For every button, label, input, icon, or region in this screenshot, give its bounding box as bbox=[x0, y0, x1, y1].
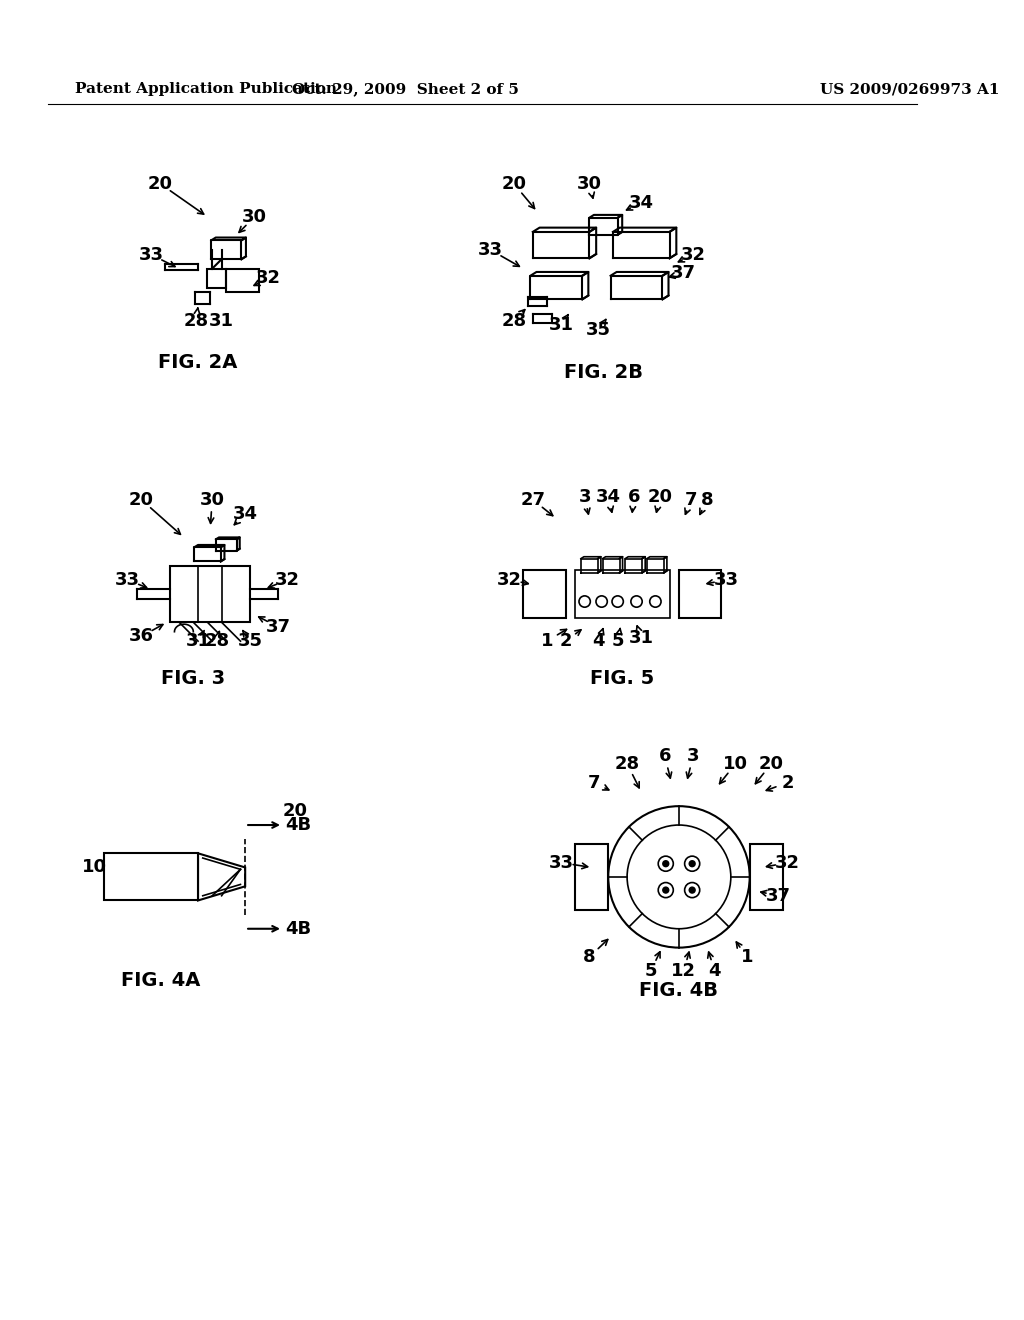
Text: 3: 3 bbox=[687, 747, 699, 766]
Text: 5: 5 bbox=[644, 962, 657, 981]
Text: 37: 37 bbox=[671, 264, 696, 282]
Text: 3: 3 bbox=[579, 488, 591, 506]
Text: 7: 7 bbox=[685, 491, 697, 508]
Text: FIG. 2B: FIG. 2B bbox=[564, 363, 643, 381]
Text: 32: 32 bbox=[681, 246, 706, 264]
Text: 1: 1 bbox=[740, 948, 753, 966]
Text: 33: 33 bbox=[714, 570, 738, 589]
Text: 30: 30 bbox=[200, 491, 224, 508]
Text: 35: 35 bbox=[587, 321, 611, 339]
Text: 7: 7 bbox=[588, 774, 600, 792]
Text: 33: 33 bbox=[115, 570, 140, 589]
Text: 31: 31 bbox=[549, 317, 573, 334]
Text: 4B: 4B bbox=[285, 920, 311, 937]
Text: 31: 31 bbox=[629, 630, 653, 647]
Text: 8: 8 bbox=[701, 491, 714, 508]
Text: 28: 28 bbox=[502, 312, 526, 330]
Text: 33: 33 bbox=[138, 246, 164, 264]
Text: 28: 28 bbox=[205, 632, 229, 651]
Text: 8: 8 bbox=[583, 948, 596, 966]
Text: 33: 33 bbox=[478, 240, 503, 259]
Text: 5: 5 bbox=[611, 632, 624, 651]
Text: 2: 2 bbox=[559, 632, 572, 651]
Text: 28: 28 bbox=[183, 312, 209, 330]
Text: 10: 10 bbox=[723, 755, 749, 772]
Text: 30: 30 bbox=[577, 174, 602, 193]
Text: 10: 10 bbox=[82, 858, 106, 876]
Text: FIG. 2A: FIG. 2A bbox=[159, 354, 238, 372]
Text: 20: 20 bbox=[647, 488, 673, 506]
Text: 2: 2 bbox=[781, 774, 794, 792]
Text: 4: 4 bbox=[709, 962, 721, 981]
Text: 20: 20 bbox=[283, 801, 308, 820]
Text: 27: 27 bbox=[520, 491, 546, 508]
Text: 4B: 4B bbox=[285, 816, 311, 834]
Text: 34: 34 bbox=[629, 194, 653, 211]
Text: US 2009/0269973 A1: US 2009/0269973 A1 bbox=[820, 82, 999, 96]
Text: Patent Application Publication: Patent Application Publication bbox=[76, 82, 338, 96]
Text: 33: 33 bbox=[549, 854, 573, 871]
Text: 6: 6 bbox=[628, 488, 640, 506]
Text: 37: 37 bbox=[265, 618, 291, 636]
Text: 6: 6 bbox=[658, 747, 671, 766]
Text: 35: 35 bbox=[238, 632, 262, 651]
Circle shape bbox=[689, 887, 695, 892]
Text: 32: 32 bbox=[275, 570, 300, 589]
Text: 34: 34 bbox=[232, 504, 258, 523]
Text: FIG. 4B: FIG. 4B bbox=[639, 981, 719, 999]
Text: FIG. 5: FIG. 5 bbox=[590, 669, 654, 688]
Text: 37: 37 bbox=[766, 887, 791, 904]
Text: 20: 20 bbox=[147, 174, 173, 193]
Text: 32: 32 bbox=[497, 570, 521, 589]
Circle shape bbox=[689, 861, 695, 866]
Text: 31: 31 bbox=[209, 312, 234, 330]
Text: 12: 12 bbox=[671, 962, 696, 981]
Text: 32: 32 bbox=[256, 269, 282, 286]
Text: 32: 32 bbox=[775, 854, 800, 871]
Text: 28: 28 bbox=[614, 755, 640, 772]
Text: FIG. 3: FIG. 3 bbox=[161, 669, 225, 688]
Text: FIG. 4A: FIG. 4A bbox=[121, 972, 200, 990]
Text: 20: 20 bbox=[759, 755, 784, 772]
Circle shape bbox=[663, 887, 669, 892]
Text: Oct. 29, 2009  Sheet 2 of 5: Oct. 29, 2009 Sheet 2 of 5 bbox=[292, 82, 519, 96]
Circle shape bbox=[663, 861, 669, 866]
Text: 4: 4 bbox=[593, 632, 605, 651]
Text: 31: 31 bbox=[185, 632, 211, 651]
Text: 20: 20 bbox=[129, 491, 154, 508]
Text: 20: 20 bbox=[502, 174, 526, 193]
Text: 34: 34 bbox=[596, 488, 621, 506]
Text: 1: 1 bbox=[541, 632, 553, 651]
Text: 30: 30 bbox=[242, 207, 267, 226]
Text: 36: 36 bbox=[129, 627, 154, 645]
